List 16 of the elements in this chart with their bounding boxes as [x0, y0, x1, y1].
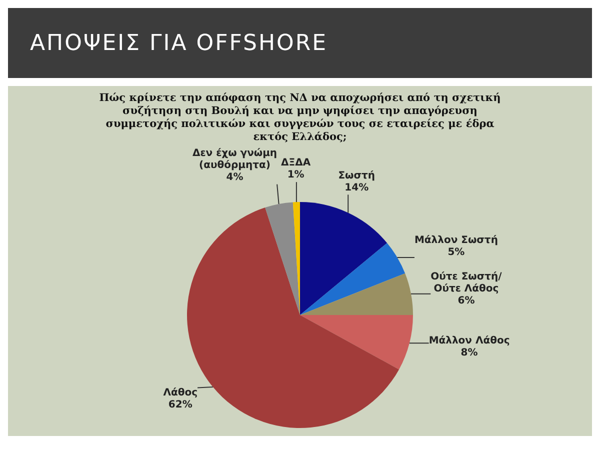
data-label: 4%	[226, 172, 244, 183]
data-label: 5%	[448, 246, 465, 258]
slice-label: Δεν έχω γνώμη (αυθόρμητα)	[192, 148, 278, 171]
slice-label: Σωστή	[338, 170, 376, 182]
data-label: 1%	[287, 170, 304, 181]
slice-label: Μάλλον Σωστή	[414, 234, 498, 246]
slice-label: Μάλλον Λάθος	[428, 336, 510, 347]
slice-label: Ούτε Σωστή/ Ούτε Λάθος	[430, 272, 502, 295]
slice-label: Λάθος	[163, 387, 198, 398]
chart-subtitle: Πώς κρίνετε την απόφαση της ΝΔ να αποχωρήσει από τη σχετική συζήτηση στη Βουλή και να μην ψηφίσει την απαγόρευση συμμετοχής πολιτικών και συγγενών τους σε εταιρείες με έδρα εκτός Ελλάδος;	[98, 91, 502, 144]
slice-label: ΔΞΔΑ	[281, 158, 311, 169]
data-label: 14%	[344, 182, 369, 194]
data-label: 6%	[458, 296, 475, 307]
chart-title: ΑΠΟΨΕΙΣ ΓΙΑ OFFSHORE	[30, 30, 328, 56]
data-label: 62%	[168, 399, 192, 410]
data-label: 8%	[460, 348, 478, 359]
